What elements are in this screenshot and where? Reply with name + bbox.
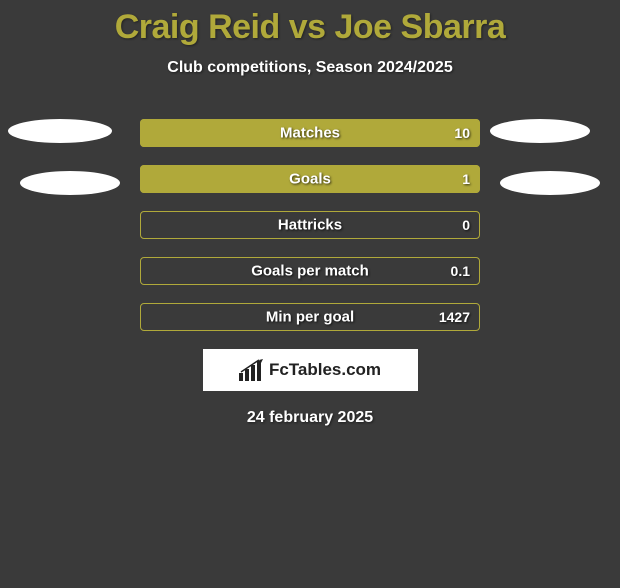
bar-label: Goals xyxy=(289,171,331,188)
stat-bar: Matches 10 xyxy=(140,119,480,147)
player-photo-placeholder xyxy=(500,171,600,195)
logo-box: FcTables.com xyxy=(203,349,418,391)
bar-label: Goals per match xyxy=(251,263,369,280)
page-title: Craig Reid vs Joe Sbarra xyxy=(0,8,620,47)
bar-value: 0 xyxy=(462,217,470,233)
stat-bar: Goals per match 0.1 xyxy=(140,257,480,285)
logo-text: FcTables.com xyxy=(269,360,381,380)
player-photo-placeholder xyxy=(8,119,112,143)
comparison-chart: Matches 10 Goals 1 Hattricks 0 Goals per match… xyxy=(0,119,620,331)
subtitle: Club competitions, Season 2024/2025 xyxy=(0,59,620,77)
bar-label: Hattricks xyxy=(278,217,342,234)
bar-value: 10 xyxy=(454,125,470,141)
fctables-chart-icon xyxy=(239,359,265,381)
bar-label: Matches xyxy=(280,125,340,142)
bar-label: Min per goal xyxy=(266,309,354,326)
player-photo-placeholder xyxy=(490,119,590,143)
date-label: 24 february 2025 xyxy=(0,409,620,427)
bar-value: 0.1 xyxy=(451,263,470,279)
bar-value: 1427 xyxy=(439,309,470,325)
bar-value: 1 xyxy=(462,171,470,187)
stat-bar: Min per goal 1427 xyxy=(140,303,480,331)
stat-bar: Hattricks 0 xyxy=(140,211,480,239)
stat-bar: Goals 1 xyxy=(140,165,480,193)
player-photo-placeholder xyxy=(20,171,120,195)
